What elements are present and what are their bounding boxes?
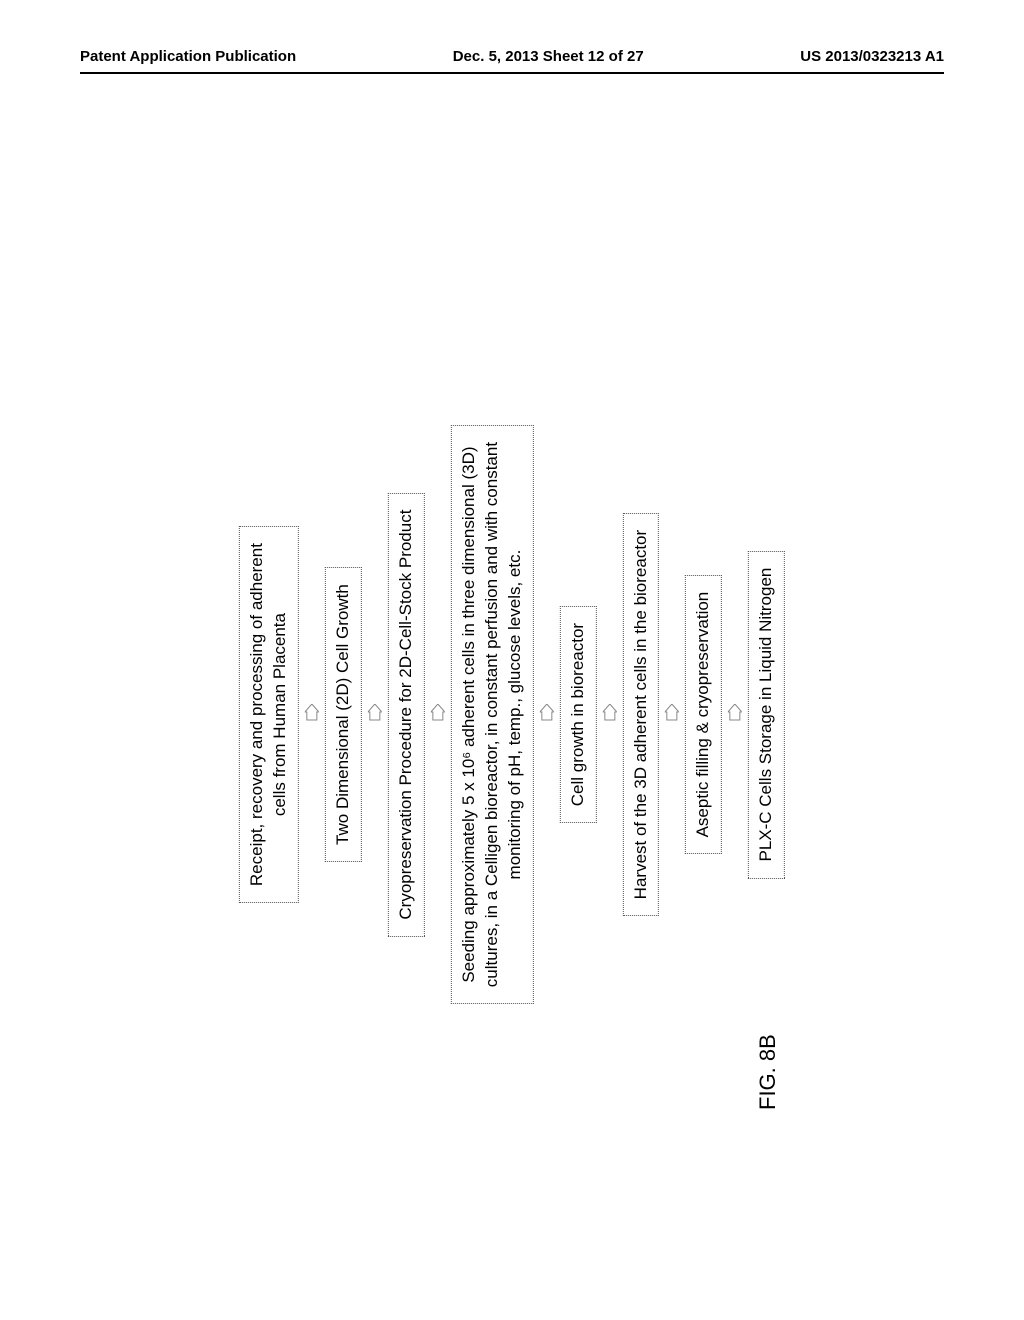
flow-step-1: Two Dimensional (2D) Cell Growth <box>325 567 362 862</box>
figure-label: FIG. 8B <box>755 1034 785 1110</box>
arrow-icon <box>602 704 616 726</box>
arrow-icon <box>368 704 382 726</box>
flow-step-5: Harvest of the 3D adherent cells in the … <box>622 513 659 916</box>
arrow-icon <box>539 704 553 726</box>
page-header: Patent Application Publication Dec. 5, 2… <box>0 48 1024 65</box>
flow-step-3: Seeding approximately 5 x 10⁶ adherent c… <box>451 425 534 1004</box>
arrow-icon <box>665 704 679 726</box>
arrow-icon <box>431 704 445 726</box>
flow-step-2: Cryopreservation Procedure for 2D-Cell-S… <box>388 493 425 937</box>
arrow-icon <box>305 704 319 726</box>
header-right: US 2013/0323213 A1 <box>800 48 944 65</box>
header-center: Dec. 5, 2013 Sheet 12 of 27 <box>453 48 644 65</box>
flow-step-0: Receipt, recovery and processing of adhe… <box>239 526 299 903</box>
arrow-icon <box>728 704 742 726</box>
flow-step-4: Cell growth in bioreactor <box>559 606 596 823</box>
flow-step-6: Aseptic filling & cryopreservation <box>685 575 722 855</box>
header-divider <box>80 72 944 74</box>
flowchart: Receipt, recovery and processing of adhe… <box>239 425 785 1004</box>
header-left: Patent Application Publication <box>80 48 296 65</box>
flow-step-7: PLX-C Cells Storage in Liquid Nitrogen <box>748 551 785 879</box>
figure-8b: FIG. 8B Receipt, recovery and processing… <box>239 210 785 1110</box>
